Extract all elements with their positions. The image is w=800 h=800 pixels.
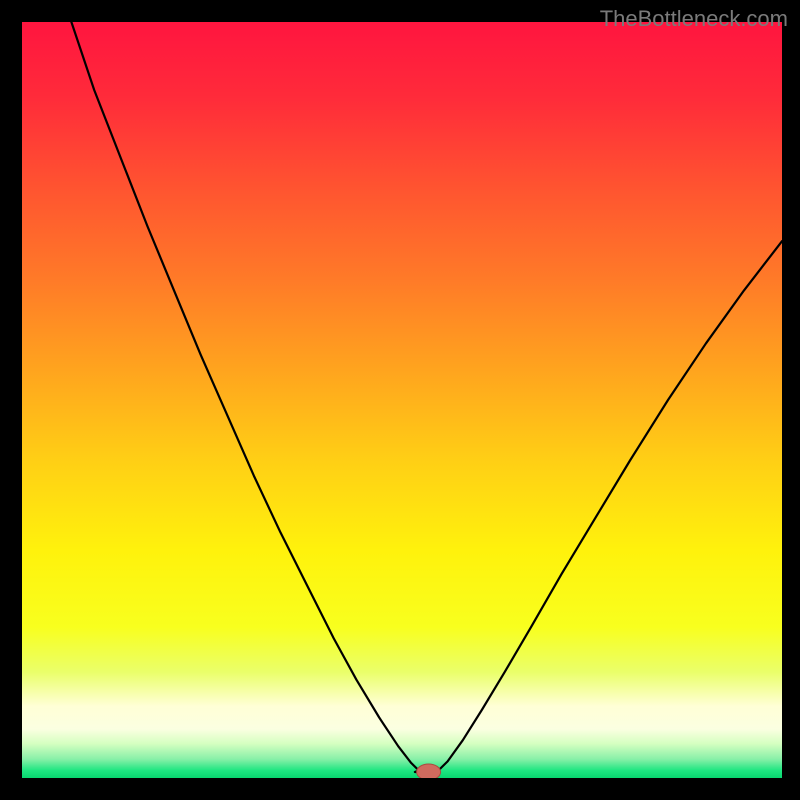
gradient-plot [22,22,782,778]
chart-frame: TheBottleneck.com [0,0,800,800]
watermark-text: TheBottleneck.com [600,6,788,32]
minimum-marker [417,764,441,778]
